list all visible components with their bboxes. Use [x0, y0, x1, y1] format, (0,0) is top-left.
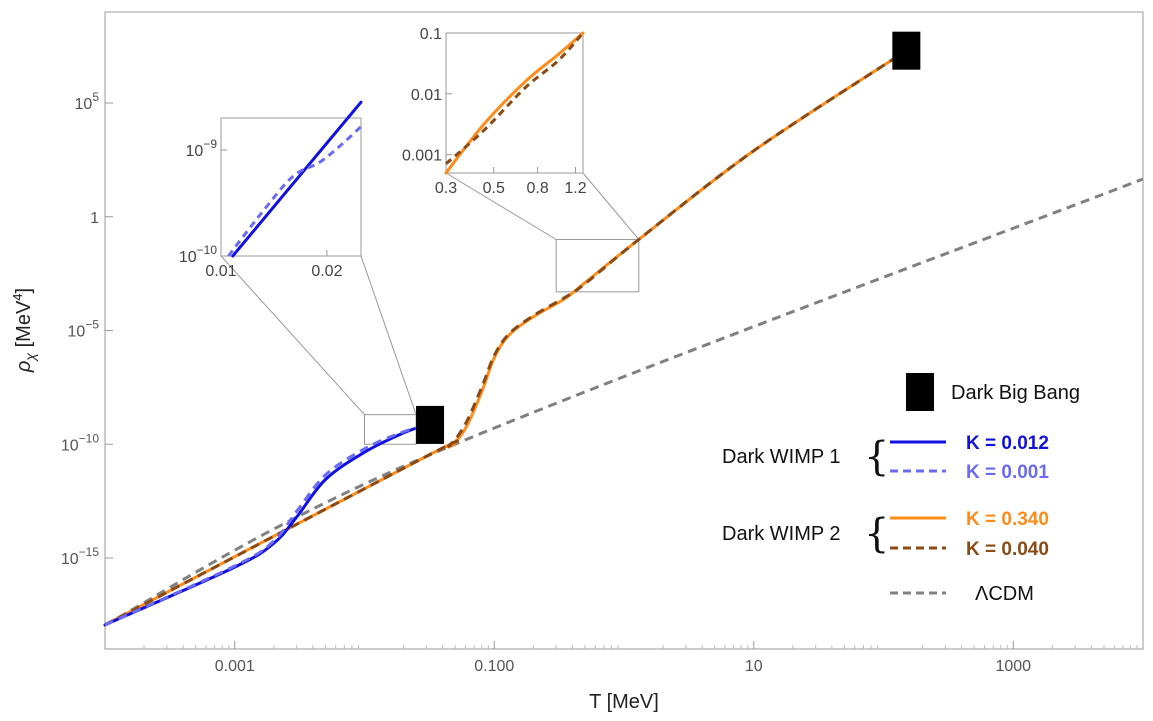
main-axis-ticks: 0.001 0.100 10 1000 10−15 10−10 10−5 1 105 [61, 90, 1138, 675]
inset-2-series-k-0-340 [444, 31, 585, 175]
inset-1-series-k-0-001 [227, 125, 363, 257]
main-series [103, 49, 1144, 627]
inset-2-x-tick-label-0: 0.3 [435, 180, 457, 197]
inset-1-ticks: 0.01 0.02 10−10 10−9 [179, 137, 343, 280]
zoom-boxes [220, 172, 640, 445]
inset-2-ticks: 0.3 0.5 0.8 1.2 0.1 0.01 0.001 [402, 26, 587, 197]
legend-dark-big-bang-label: Dark Big Bang [951, 382, 1080, 404]
x-axis-label: T [MeV] [589, 691, 659, 713]
y-tick-label-3: 1 [90, 210, 99, 227]
inset-2-series-k-0-040 [445, 31, 585, 165]
zoom-connector-left-1 [220, 255, 365, 415]
inset-2-y-tick-label-1: 0.01 [411, 87, 442, 104]
legend-group2-brace: { [864, 511, 889, 557]
inset-2: 0.3 0.5 0.8 1.2 0.1 0.01 0.001 [402, 26, 587, 197]
y-tick-label-0: 10−15 [61, 545, 99, 568]
inset-2-x-tick-label-2: 0.8 [527, 180, 549, 197]
y-tick-label-2: 10−5 [68, 318, 100, 341]
legend-label-lcdm: ΛCDM [975, 583, 1034, 605]
inset-1-series [227, 100, 363, 258]
zoom-connector-left-2 [445, 172, 557, 240]
inset-1-y-tick-label-0: 10−10 [179, 243, 217, 266]
zoom-connector-right-2 [582, 172, 640, 240]
y-tick-label-1: 10−10 [61, 431, 99, 454]
series-line-cdm [104, 177, 1144, 627]
zoom-box-2 [555, 239, 640, 293]
legend-label-k0340: K = 0.340 [966, 509, 1049, 530]
inset-1-y-tick-label-1: 10−9 [186, 137, 218, 160]
legend-label-k0040: K = 0.040 [966, 539, 1049, 560]
legend-group2-label: Dark WIMP 2 [722, 523, 841, 545]
legend-label-k0001: K = 0.001 [966, 462, 1049, 483]
inset-2-x-tick-label-3: 1.2 [564, 180, 586, 197]
x-tick-label-0: 0.001 [215, 658, 255, 675]
inset-2-y-tick-label-0: 0.1 [420, 26, 442, 43]
inset-2-frame [445, 32, 584, 174]
series-line-dark-wimp-2-k-0-040 [104, 49, 908, 627]
dark-big-bang-marker-2 [892, 31, 921, 70]
series-line-dark-wimp-1-k-0-001 [104, 424, 427, 627]
x-tick-label-2: 10 [745, 658, 763, 675]
x-tick-label-1: 0.100 [474, 658, 514, 675]
dark-big-bang-marker-1 [416, 405, 445, 444]
inset-1-x-tick-label-0: 0.01 [205, 263, 236, 280]
legend-label-k0012: K = 0.012 [966, 433, 1049, 454]
inset-1-series-k-0-012 [231, 100, 363, 258]
y-axis-label: ρχ [MeV4] [10, 288, 38, 373]
legend-dark-big-bang-marker [906, 373, 934, 411]
legend: Dark Big Bang Dark WIMP 1 { K = 0.012 K … [722, 373, 1080, 605]
y-tick-label-4: 105 [75, 90, 100, 113]
legend-group1-brace: { [864, 434, 889, 480]
x-tick-label-3: 1000 [995, 658, 1031, 675]
legend-group1-label: Dark WIMP 1 [722, 446, 841, 468]
inset-2-series [444, 31, 585, 175]
inset-1: 0.01 0.02 10−10 10−9 [179, 100, 363, 280]
zoom-connector-right-1 [360, 255, 417, 415]
y-axis-label-group: ρχ [MeV4] [10, 288, 38, 373]
inset-2-x-tick-label-1: 0.5 [483, 180, 505, 197]
inset-1-x-tick-label-1: 0.02 [311, 263, 342, 280]
inset-2-y-tick-label-2: 0.001 [402, 148, 442, 165]
main-markers [416, 31, 921, 444]
